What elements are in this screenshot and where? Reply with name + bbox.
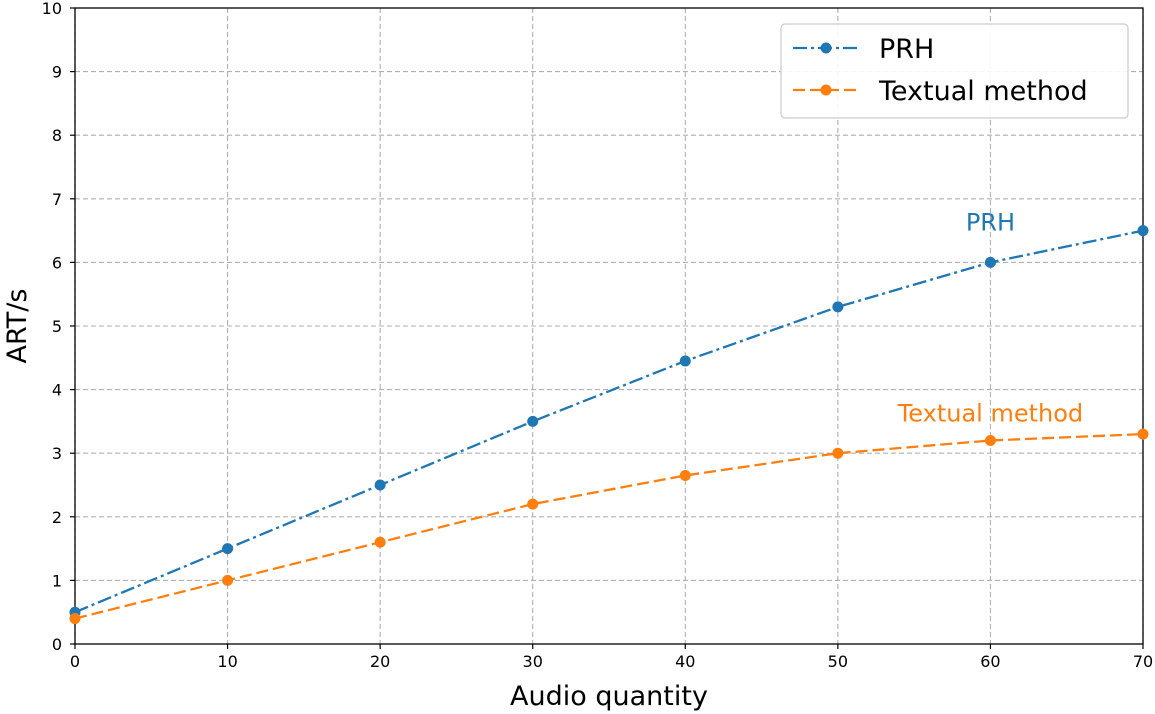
- y-tick-label: 7: [52, 190, 62, 209]
- y-tick-label: 3: [52, 444, 62, 463]
- data-point: [374, 479, 386, 491]
- series-line-0: [74, 229, 1144, 614]
- x-tick-label: 50: [828, 652, 848, 671]
- x-axis-label: Audio quantity: [510, 681, 708, 712]
- y-axis-label: ART/s: [2, 289, 33, 364]
- data-point: [527, 498, 539, 510]
- annotations: PRH Textual method: [897, 209, 1083, 428]
- data-point: [374, 536, 386, 548]
- x-tick-label: 40: [675, 652, 695, 671]
- y-tick-label: 8: [52, 126, 62, 145]
- legend-label: PRH: [879, 34, 934, 65]
- data-point: [679, 469, 691, 481]
- y-tick-label: 9: [52, 63, 62, 82]
- legend-marker: [820, 42, 832, 54]
- data-point: [679, 355, 691, 367]
- y-tick-label: 10: [42, 0, 62, 18]
- legend-marker: [820, 84, 832, 96]
- series: [69, 225, 1149, 625]
- legend: PRH Textual method: [780, 23, 1129, 119]
- data-point: [1137, 428, 1149, 440]
- x-tick-label: 10: [217, 652, 237, 671]
- data-point: [527, 415, 539, 427]
- data-point: [222, 574, 234, 586]
- y-tick-label: 1: [52, 571, 62, 590]
- data-point: [1137, 225, 1149, 237]
- x-tick-label: 30: [523, 652, 543, 671]
- y-tick-label: 5: [52, 317, 62, 336]
- x-tick-label: 20: [370, 652, 390, 671]
- data-point: [832, 301, 844, 313]
- y-tick-label: 6: [52, 253, 62, 272]
- data-point: [984, 256, 996, 268]
- y-tick-label: 0: [52, 635, 62, 654]
- y-tick-label: 2: [52, 508, 62, 527]
- annotation-label: PRH: [966, 209, 1015, 237]
- axes: [70, 7, 1144, 649]
- tick-labels: 0 10 20 30 40 50 60 70 0 1 2 3 4 5 6 7 8 9 10: [42, 0, 1154, 671]
- data-point: [69, 613, 81, 625]
- annotation-label: Textual method: [897, 399, 1083, 427]
- series-line-1: [74, 432, 1144, 620]
- data-point: [832, 447, 844, 459]
- x-tick-label: 70: [1133, 652, 1153, 671]
- data-point: [984, 434, 996, 446]
- x-tick-label: 60: [980, 652, 1000, 671]
- legend-label: Textual method: [878, 76, 1088, 107]
- x-tick-label: 0: [70, 652, 80, 671]
- legend-box: [780, 23, 1129, 119]
- data-point: [222, 543, 234, 555]
- y-tick-label: 4: [52, 381, 62, 400]
